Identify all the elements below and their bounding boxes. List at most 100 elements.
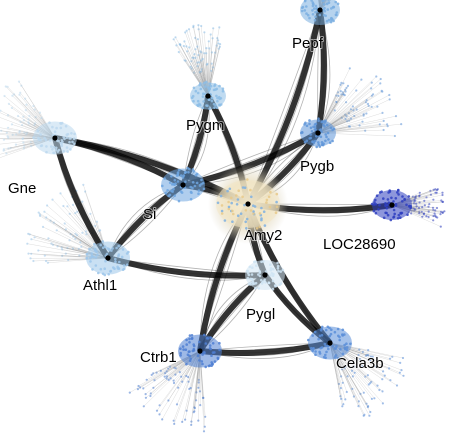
cluster-point [201, 353, 204, 356]
cluster-point [93, 242, 96, 246]
cluster-point [181, 345, 185, 348]
fan-point [2, 138, 5, 141]
fan-point [352, 395, 355, 398]
cluster-point [192, 344, 196, 348]
fan-point [340, 116, 343, 119]
fan-point [343, 367, 346, 370]
fan-point [418, 212, 421, 215]
cluster-point [335, 11, 339, 14]
fan-point [433, 212, 436, 215]
cluster-point [274, 211, 278, 214]
cluster-point [62, 149, 65, 153]
fan-point [351, 105, 355, 108]
fan-point [386, 123, 389, 126]
fan-point [183, 40, 186, 43]
cluster-point [380, 190, 383, 193]
cluster-point [341, 334, 345, 337]
fan-point [194, 36, 197, 40]
cluster-point [373, 201, 376, 204]
fan-point [23, 131, 26, 134]
cluster-point [314, 122, 318, 126]
cluster-point [51, 133, 55, 137]
fan-point [55, 229, 58, 232]
cluster-point [180, 191, 184, 194]
fan-point [69, 233, 72, 236]
fan-point [51, 243, 55, 246]
fan-point [197, 53, 200, 57]
cluster-point [262, 210, 266, 213]
cluster-point [231, 220, 234, 223]
cluster-point [195, 181, 199, 185]
cluster-point [94, 264, 98, 267]
fan-point [353, 365, 356, 368]
fan-point [413, 202, 416, 205]
cluster-point [250, 195, 253, 199]
cluster-point [89, 256, 92, 260]
cluster-point [254, 281, 258, 285]
fan-point [368, 359, 372, 362]
cluster-point [120, 255, 124, 259]
cluster-point [241, 195, 244, 199]
cluster-point [68, 137, 71, 140]
fan-point [362, 391, 365, 394]
cluster-point [171, 190, 174, 193]
fan-point [165, 370, 168, 373]
cluster-point [52, 145, 56, 149]
cluster-point [267, 281, 271, 285]
cluster-point [259, 278, 263, 282]
cluster-point [258, 271, 262, 274]
cluster-point [318, 334, 322, 338]
cluster-point [59, 126, 63, 130]
fan-point [181, 420, 184, 423]
fan-point [7, 102, 10, 105]
fan-point [11, 94, 14, 97]
fan-point [373, 397, 376, 400]
fan-point [434, 214, 437, 217]
cluster-point [72, 137, 76, 140]
cluster-point [406, 213, 409, 216]
fan-point [28, 114, 31, 117]
fan-point [344, 90, 347, 93]
fan-point [344, 365, 347, 368]
fan-point [400, 123, 403, 126]
cluster-point [190, 337, 194, 341]
cluster-point [193, 184, 197, 188]
cluster-point [269, 267, 273, 270]
cluster-point [324, 353, 327, 357]
fan-point [393, 134, 396, 138]
cluster-point [397, 193, 400, 196]
fan-point [11, 133, 14, 136]
fan-point [340, 368, 344, 371]
cluster-point [202, 187, 206, 191]
cluster-point [401, 195, 404, 198]
fan-point [359, 392, 362, 395]
cluster-point [105, 252, 109, 256]
fan-point [443, 210, 446, 213]
fan-point [195, 399, 198, 402]
cluster-point [257, 273, 260, 276]
fan-point [382, 370, 385, 373]
node-dot-ctrb1 [197, 348, 203, 354]
fan-point [374, 365, 377, 368]
fan-point [364, 101, 367, 104]
cluster-point [322, 355, 326, 359]
fan-point [415, 202, 418, 205]
cluster-point [320, 333, 324, 337]
cluster-point [249, 209, 253, 212]
fan-point [205, 47, 208, 50]
cluster-point [55, 126, 58, 130]
cluster-point [127, 250, 130, 254]
fan-point [25, 133, 28, 136]
cluster-point [39, 133, 42, 136]
fan-point [152, 386, 155, 389]
node-dot-amy2 [245, 201, 251, 207]
cluster-point [343, 343, 346, 347]
fan-point [379, 77, 382, 81]
cluster-point [326, 8, 330, 11]
node-dot-loc28690 [389, 202, 395, 208]
fan-point [182, 44, 185, 48]
fan-point [40, 116, 43, 120]
fan-point [341, 91, 344, 94]
cluster-point [323, 342, 327, 346]
cluster-point [390, 196, 393, 200]
